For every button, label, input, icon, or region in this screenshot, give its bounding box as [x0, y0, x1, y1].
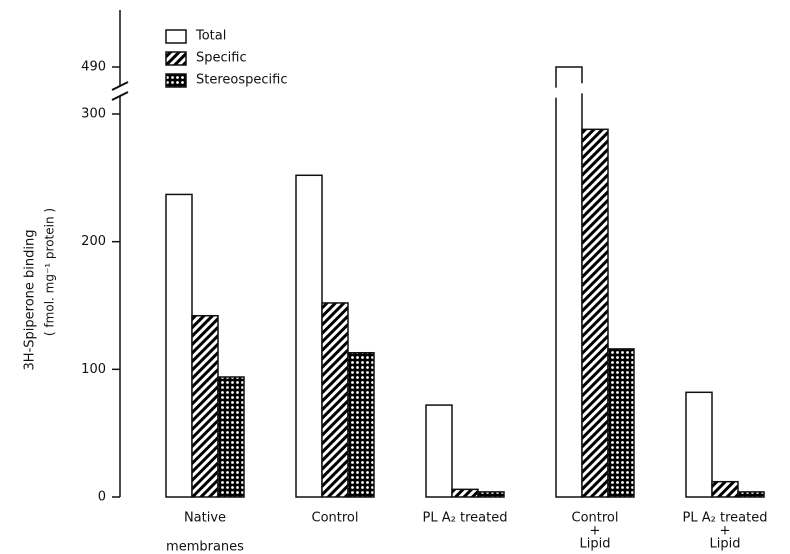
bar: [581, 128, 609, 498]
x-tick-label: membranes: [166, 540, 244, 554]
bar: [321, 302, 349, 498]
bar: [425, 404, 453, 498]
bar: [451, 488, 479, 498]
x-tick-label: Lipid: [710, 537, 741, 552]
legend-swatch: [165, 29, 187, 44]
x-tick-label: +: [590, 524, 601, 539]
x-tick-label: Native: [184, 511, 226, 526]
bar: [737, 491, 765, 498]
legend-label: Total: [195, 29, 226, 44]
bar: [191, 314, 219, 498]
bar: [165, 193, 193, 498]
legend-label: Specific: [196, 51, 247, 66]
axis-break: [111, 81, 129, 91]
bar: [711, 480, 739, 498]
x-tick-label: Control: [312, 511, 359, 526]
bar: [295, 174, 323, 498]
legend-swatch: [165, 51, 187, 66]
y-axis-unit: ( fmol. mg⁻¹ protein ): [43, 208, 57, 336]
y-tick-label: 100: [81, 362, 106, 377]
y-tick-label: 0: [98, 490, 106, 505]
x-tick-label: Lipid: [580, 537, 611, 552]
bar: [217, 376, 245, 498]
y-axis-label: 3H-Spiperone binding: [23, 230, 38, 371]
bar: [477, 491, 505, 498]
x-tick-label: PL A₂ treated: [683, 511, 768, 526]
axis-break: [111, 91, 129, 101]
y-tick-label: 200: [81, 234, 106, 249]
legend-swatch: [165, 73, 187, 88]
y-tick-label: 300: [81, 107, 106, 122]
bar: [607, 348, 635, 498]
bar: [685, 391, 713, 498]
bar-break: [554, 83, 584, 98]
x-tick-label: +: [720, 524, 731, 539]
bar: [555, 66, 583, 498]
bar: [347, 351, 375, 498]
x-tick-label: Control: [572, 511, 619, 526]
y-tick-label: 490: [81, 60, 106, 75]
x-tick-label: PL A₂ treated: [423, 511, 508, 526]
legend-label: Stereospecific: [196, 73, 287, 88]
